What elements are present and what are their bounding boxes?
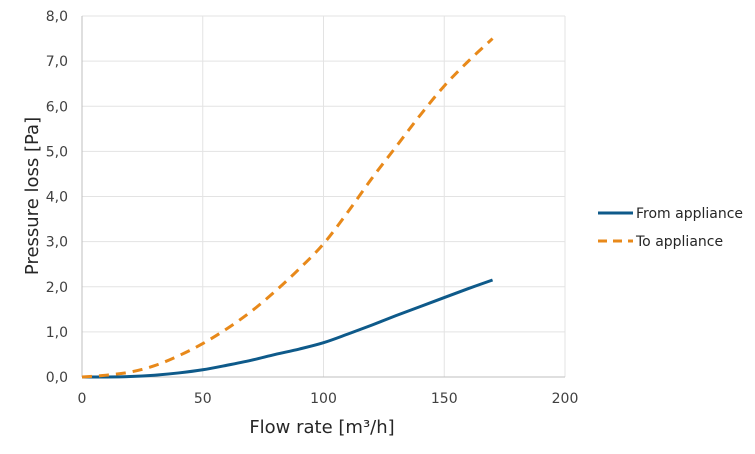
- y-tick-label: 6,0: [46, 99, 68, 115]
- x-tick-label: 100: [310, 391, 337, 407]
- y-tick-label: 8,0: [46, 9, 68, 25]
- x-axis-title: Flow rate [m³/h]: [249, 417, 394, 438]
- x-tick-label: 200: [552, 391, 579, 407]
- y-axis-title: Pressure loss [Pa]: [22, 117, 43, 275]
- x-tick-label: 150: [431, 391, 458, 407]
- series-line-from-appliance: [81, 278, 494, 379]
- legend-label-to-appliance: To appliance: [635, 234, 723, 250]
- grid-layer: [82, 15, 566, 377]
- y-tick-label: 0,0: [46, 370, 68, 386]
- legend-label-from-appliance: From appliance: [636, 206, 743, 222]
- axis-layer: [81, 16, 565, 378]
- y-tick-label: 7,0: [46, 54, 68, 70]
- tick-layer: 0 50 100 150 200 0,0 1,0 2,0 3,0 4,0 5,0 6,0 7,0 8,0: [46, 9, 579, 407]
- x-tick-label: 50: [194, 391, 212, 407]
- series-layer: [81, 37, 494, 379]
- y-tick-label: 1,0: [46, 325, 68, 341]
- series-line-to-appliance: [81, 37, 494, 379]
- y-tick-label: 5,0: [46, 144, 68, 160]
- x-tick-label: 0: [78, 391, 87, 407]
- y-tick-label: 4,0: [46, 190, 68, 206]
- y-tick-label: 3,0: [46, 235, 68, 251]
- legend: From appliance To appliance: [598, 206, 743, 250]
- y-tick-label: 2,0: [46, 280, 68, 296]
